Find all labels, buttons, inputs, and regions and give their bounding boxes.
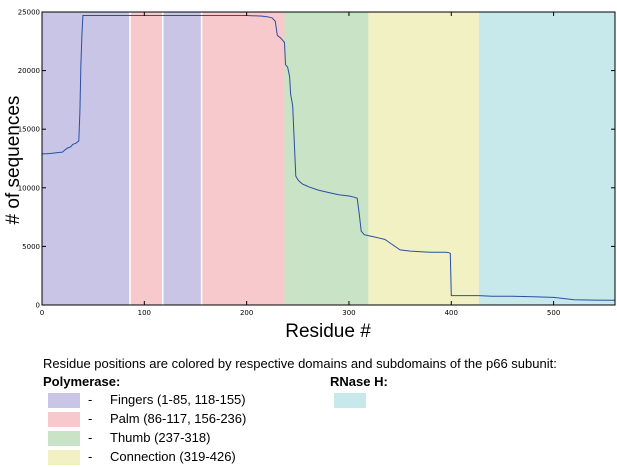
legend-dash: -: [88, 411, 93, 426]
y-tick-label: 0: [36, 302, 40, 310]
thumb-label: Thumb (237-318): [110, 430, 211, 445]
band-fingers-0: [42, 12, 130, 305]
x-tick-label: 100: [138, 309, 151, 317]
connection-swatch: [48, 450, 80, 465]
axes: [41, 11, 616, 306]
x-tick-label: 0: [40, 309, 44, 317]
band-thumb-4: [284, 12, 369, 305]
domain-legend: Residue positions are colored by respect…: [0, 352, 617, 467]
series-line-layer: [42, 15, 616, 301]
legend-dash: -: [88, 430, 93, 445]
y-tick-label: 10000: [18, 184, 40, 192]
connection-label: Connection (319-426): [110, 449, 236, 464]
band-palm-1: [129, 12, 163, 305]
palm-swatch: [48, 412, 80, 427]
fingers-swatch: [48, 393, 80, 408]
rnase-h-title: RNase H:: [330, 374, 388, 389]
rnase-h-swatch: [334, 393, 366, 408]
domain-bands: [42, 12, 615, 305]
band-fingers-2: [162, 12, 202, 305]
series-line-0: [42, 15, 616, 301]
plot-frame: [41, 11, 616, 306]
y-tick-label: 25000: [18, 9, 40, 17]
x-tick-label: 500: [547, 309, 560, 317]
y-tick-label: 15000: [18, 126, 40, 134]
legend-dash: -: [88, 449, 93, 464]
legend-caption: Residue positions are colored by respect…: [43, 356, 557, 371]
x-tick-label: 400: [445, 309, 458, 317]
x-tick-label: 200: [240, 309, 253, 317]
band-palm-3: [201, 12, 285, 305]
tick-labels: 0 100 200 300 400 500050001000015000200002500…: [18, 9, 615, 317]
x-tick-label: 300: [342, 309, 355, 317]
legend-dash: -: [88, 392, 93, 407]
band-connection-5: [368, 12, 479, 305]
sequence-count-chart: 0 100 200 300 400 500050001000015000200002500…: [3, 9, 616, 342]
band-rnaseh-6: [478, 12, 615, 305]
polymerase-title: Polymerase:: [43, 374, 121, 389]
y-axis-label: # of sequences: [3, 96, 24, 225]
fingers-label: Fingers (1-85, 118-155): [110, 392, 246, 407]
y-tick-label: 5000: [22, 243, 40, 251]
y-tick-label: 20000: [18, 67, 40, 75]
x-axis-label: Residue #: [285, 321, 371, 342]
palm-label: Palm (86-117, 156-236): [110, 411, 247, 426]
thumb-swatch: [48, 431, 80, 446]
